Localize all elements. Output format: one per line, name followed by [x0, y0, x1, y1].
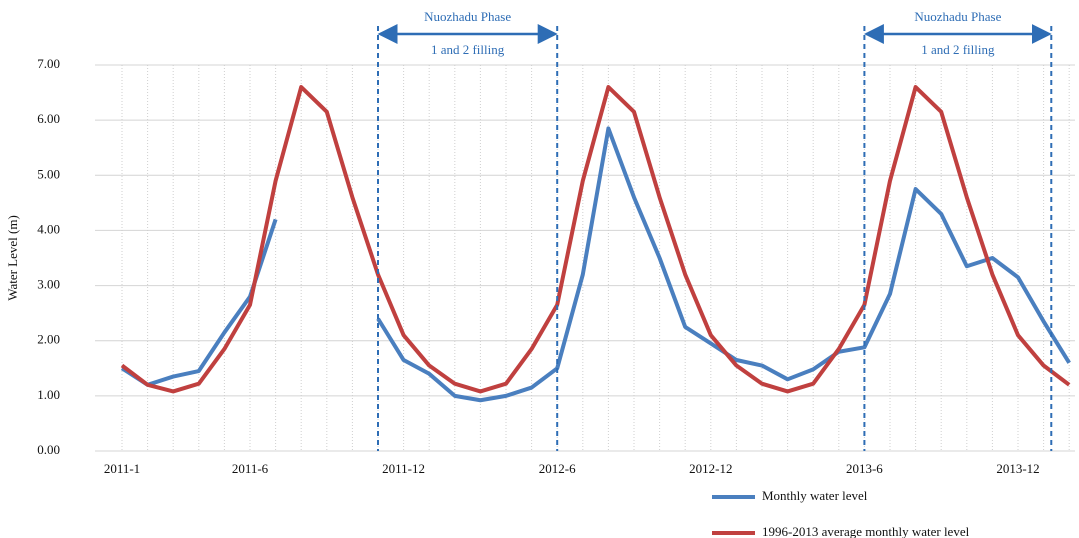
x-tick-label: 2012-6 — [539, 461, 576, 476]
y-tick-label: 1.00 — [37, 387, 60, 402]
x-tick-label: 2011-6 — [232, 461, 269, 476]
y-tick-label: 4.00 — [37, 221, 60, 236]
legend-label: Monthly water level — [762, 488, 868, 503]
x-tick-label: 2011-12 — [382, 461, 425, 476]
x-tick-label: 2012-12 — [689, 461, 732, 476]
y-tick-label: 6.00 — [37, 111, 60, 126]
series-line — [120, 126, 1071, 403]
x-tick-label: 2013-12 — [996, 461, 1039, 476]
series-line — [120, 85, 1071, 394]
x-tick-label: 2011-1 — [104, 461, 140, 476]
y-tick-label: 7.00 — [37, 56, 60, 71]
y-tick-label: 0.00 — [37, 442, 60, 457]
x-tick-label: 2013-6 — [846, 461, 883, 476]
y-tick-label: 2.00 — [37, 332, 60, 347]
y-axis-label: Water Level (m) — [5, 215, 20, 301]
annotation: Nuozhadu Phase — [914, 9, 1001, 24]
y-tick-label: 3.00 — [37, 277, 60, 292]
annotation: 1 and 2 filling — [921, 42, 995, 57]
annotation: 1 and 2 filling — [431, 42, 505, 57]
annotation: Nuozhadu Phase — [424, 9, 511, 24]
y-tick-label: 5.00 — [37, 166, 60, 181]
legend-label: 1996-2013 average monthly water level — [762, 524, 970, 538]
